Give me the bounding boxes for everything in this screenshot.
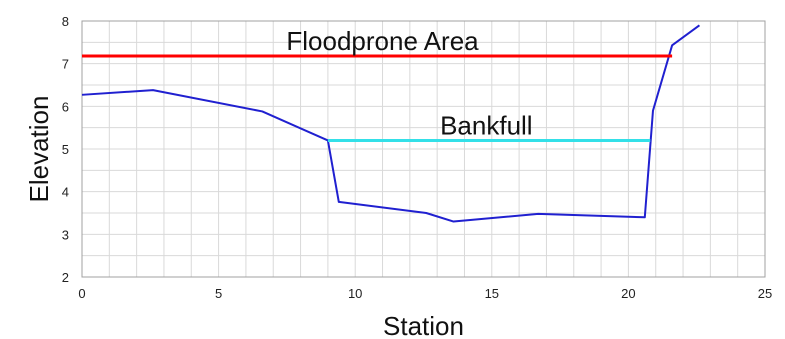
tick-labels-group: 0 5 10 15 20 25 2 3 4 5 6 7 8 [62, 14, 772, 301]
x-tick-label: 25 [758, 286, 772, 301]
y-axis-title: Elevation [24, 96, 54, 203]
chart-grid [81, 20, 766, 278]
annotations-group: Floodprone Area Bankfull [286, 26, 532, 140]
ground-profile-line [81, 24, 701, 223]
x-tick-label: 0 [78, 286, 85, 301]
y-tick-label: 3 [62, 227, 69, 242]
y-tick-label: 4 [62, 185, 69, 200]
x-tick-label: 5 [215, 286, 222, 301]
y-tick-label: 8 [62, 14, 69, 29]
annotation-label: Bankfull [440, 110, 533, 140]
y-tick-label: 5 [62, 142, 69, 157]
x-tick-label: 10 [348, 286, 362, 301]
plot-area-frame [81, 20, 766, 278]
x-tick-label: 15 [485, 286, 499, 301]
y-tick-label: 6 [62, 99, 69, 114]
y-tick-label: 2 [62, 270, 69, 285]
annotation-label: Floodprone Area [286, 26, 479, 56]
x-axis-title: Station [383, 311, 464, 339]
y-tick-label: 7 [62, 57, 69, 72]
chart-series-group [81, 24, 701, 223]
x-tick-label: 20 [621, 286, 635, 301]
